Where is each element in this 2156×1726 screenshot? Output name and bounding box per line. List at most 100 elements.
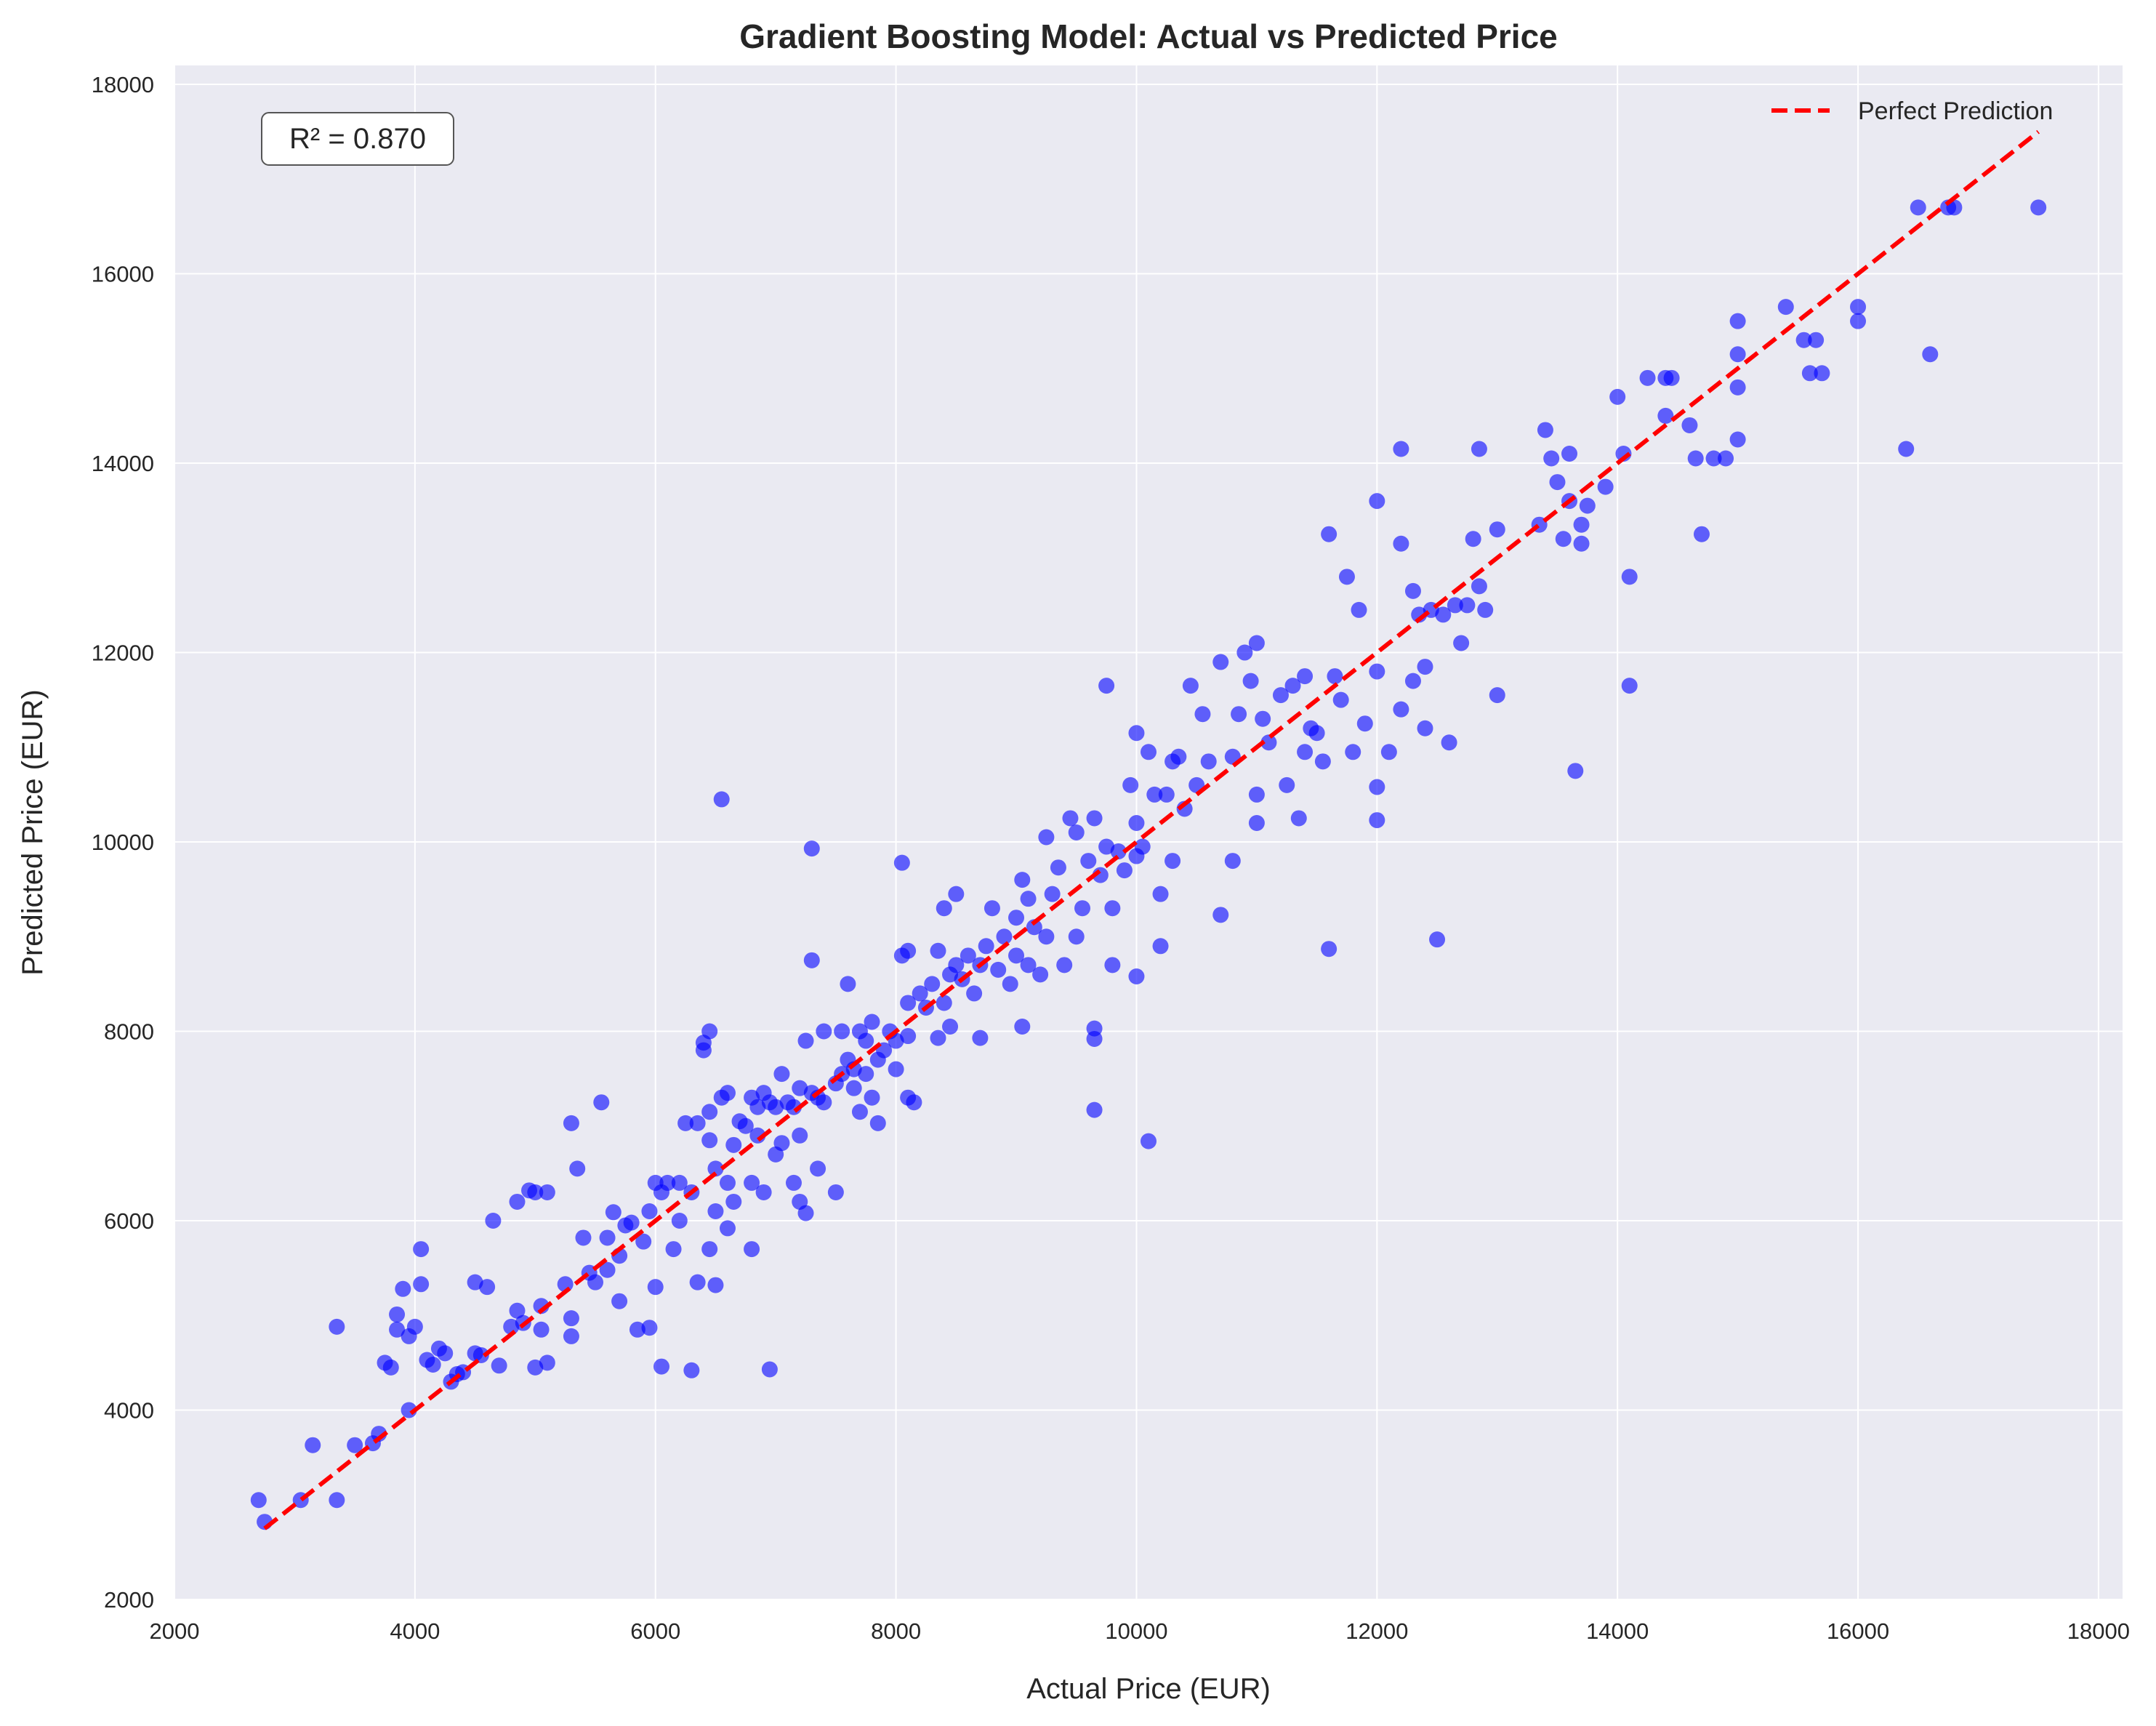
data-point: [1429, 931, 1446, 948]
data-point: [250, 1492, 267, 1509]
data-point: [671, 1213, 688, 1229]
data-point: [1086, 810, 1103, 827]
data-point: [1068, 824, 1085, 840]
data-point: [1814, 365, 1830, 382]
data-point: [1621, 569, 1638, 585]
data-point: [1321, 526, 1338, 542]
data-point: [406, 1318, 423, 1335]
data-point: [689, 1115, 706, 1131]
data-point: [1141, 1133, 1157, 1149]
data-point: [641, 1203, 658, 1219]
data-point: [563, 1328, 579, 1344]
x-axis-label: Actual Price (EUR): [1026, 1673, 1271, 1705]
data-point: [1621, 678, 1638, 694]
data-point: [1850, 313, 1867, 329]
data-point: [1128, 725, 1145, 742]
data-point: [1248, 635, 1265, 651]
data-point: [1567, 763, 1584, 779]
data-point: [623, 1214, 640, 1231]
y-tick-label: 6000: [104, 1208, 154, 1234]
data-point: [629, 1321, 645, 1338]
data-point: [1338, 569, 1355, 585]
data-point: [701, 1241, 718, 1258]
data-point: [816, 1094, 832, 1111]
data-point: [744, 1241, 760, 1258]
data-point: [1297, 744, 1314, 760]
data-point: [1718, 450, 1734, 467]
data-point: [1417, 659, 1433, 675]
data-point: [1122, 776, 1139, 793]
data-point: [647, 1279, 664, 1296]
data-point: [611, 1293, 628, 1309]
data-point: [539, 1354, 555, 1371]
data-point: [1404, 673, 1421, 689]
data-point: [347, 1437, 363, 1453]
data-point: [539, 1184, 555, 1200]
data-point: [1489, 521, 1505, 538]
data-point: [792, 1080, 808, 1096]
data-point: [1074, 900, 1091, 917]
data-point: [1116, 862, 1133, 879]
data-point: [942, 1019, 959, 1035]
r2-annotation-text: R² = 0.870: [289, 123, 426, 155]
data-point: [587, 1274, 604, 1291]
reference-line-group: [263, 129, 2040, 1530]
data-point: [869, 1115, 886, 1131]
data-point: [978, 938, 994, 955]
data-point: [713, 791, 730, 808]
data-point: [737, 1117, 754, 1134]
data-point: [797, 1205, 814, 1221]
y-tick-label: 10000: [92, 830, 154, 855]
data-point: [1327, 668, 1343, 685]
data-point: [671, 1174, 688, 1191]
data-point: [707, 1160, 724, 1177]
data-point: [1158, 786, 1175, 803]
data-point: [1098, 838, 1115, 855]
data-point: [1020, 957, 1037, 974]
data-point: [1555, 531, 1572, 547]
data-point: [413, 1276, 430, 1293]
data-point: [924, 976, 941, 992]
data-point: [1459, 597, 1476, 614]
data-point: [1369, 493, 1385, 510]
data-point: [761, 1361, 778, 1378]
data-point: [533, 1321, 550, 1338]
data-point: [858, 1066, 874, 1083]
data-point: [1922, 346, 1939, 363]
data-point: [503, 1318, 520, 1335]
data-point: [389, 1306, 406, 1322]
data-point: [755, 1184, 772, 1200]
data-point: [1729, 346, 1746, 363]
data-point: [810, 1160, 826, 1177]
data-point: [773, 1066, 790, 1083]
x-tick-label: 2000: [150, 1618, 200, 1644]
data-point: [1393, 535, 1409, 552]
data-point: [893, 854, 910, 871]
data-point: [948, 957, 965, 974]
data-point: [1345, 744, 1361, 760]
data-point: [749, 1099, 766, 1115]
data-point: [1465, 531, 1481, 547]
data-point: [1380, 744, 1397, 760]
data-point: [1128, 814, 1145, 831]
data-point: [491, 1357, 507, 1374]
data-point: [395, 1280, 411, 1297]
data-point: [1321, 941, 1338, 958]
data-point: [485, 1213, 502, 1229]
data-point: [719, 1085, 736, 1101]
data-point: [509, 1302, 526, 1319]
data-point: [707, 1277, 724, 1293]
data-point: [960, 947, 976, 964]
x-tick-label: 6000: [630, 1618, 680, 1644]
data-point: [1417, 720, 1433, 736]
data-point: [329, 1318, 345, 1335]
data-point: [413, 1241, 430, 1258]
data-point: [719, 1220, 736, 1237]
data-point: [858, 1032, 874, 1049]
data-point: [382, 1359, 399, 1376]
data-point: [437, 1345, 454, 1362]
data-point: [930, 942, 946, 959]
data-point: [1549, 474, 1566, 491]
data-point: [1477, 601, 1494, 618]
